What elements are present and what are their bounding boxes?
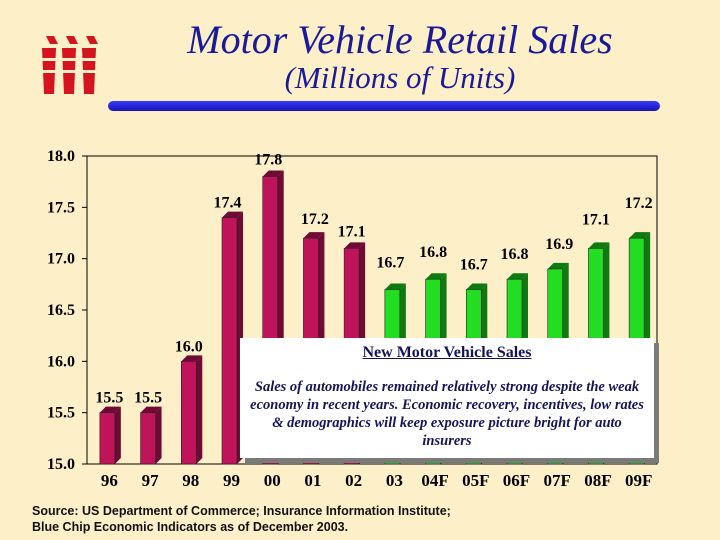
bar-top [140, 406, 162, 413]
x-tick-label: 09F [625, 471, 652, 490]
bar-top [344, 242, 366, 249]
source-line-2: Blue Chip Economic Indicators as of Dece… [32, 520, 349, 534]
callout-body: Sales of automobiles remained relatively… [250, 379, 644, 449]
x-tick-label: 98 [182, 471, 199, 490]
bar-top [588, 242, 610, 249]
y-tick-label: 18.0 [47, 148, 75, 165]
data-label: 15.5 [134, 390, 162, 407]
bar [140, 412, 156, 465]
data-label: 16.9 [545, 236, 573, 253]
source-note: Source: US Department of Commerce; Insur… [32, 503, 451, 535]
bar-side [114, 406, 121, 464]
x-tick-label: 05F [462, 471, 489, 490]
data-label: 17.1 [338, 223, 366, 240]
y-tick-label: 16.5 [47, 302, 75, 319]
bar-top [466, 283, 488, 290]
data-label: 17.2 [625, 195, 653, 212]
x-tick-label: 02 [345, 471, 362, 490]
bar [221, 217, 238, 465]
x-tick-label: 01 [304, 471, 321, 490]
callout-box: New Motor Vehicle Sales Sales of automob… [240, 338, 654, 458]
x-tick-label: 96 [101, 471, 118, 490]
data-label: 16.8 [501, 246, 529, 263]
bar-top [181, 355, 203, 362]
bar [180, 361, 197, 465]
bar-top [547, 262, 569, 269]
iii-logo-icon [40, 36, 102, 94]
bar-top [384, 283, 406, 290]
title-rule [108, 101, 660, 111]
x-tick-label: 99 [223, 471, 240, 490]
data-label: 17.1 [582, 211, 610, 228]
x-tick-label: 97 [142, 471, 160, 490]
x-tick-label: 07F [544, 471, 571, 490]
y-tick-label: 17.5 [47, 199, 75, 216]
bar-top [222, 211, 243, 218]
x-tick-label: 04F [421, 471, 448, 490]
bar-top [629, 232, 651, 239]
chart-title: Motor Vehicle Retail Sales [187, 17, 613, 62]
data-label: 17.2 [301, 211, 329, 228]
bar-top [425, 273, 447, 280]
y-tick-label: 17.0 [47, 251, 75, 268]
bar-top [99, 406, 121, 413]
y-tick-label: 16.0 [47, 353, 75, 370]
callout-heading: New Motor Vehicle Sales [362, 344, 532, 361]
x-tick-label: 00 [264, 471, 281, 490]
chart-subtitle: (Millions of Units) [284, 60, 516, 95]
data-label: 17.4 [214, 195, 242, 212]
source-line-1: Source: US Department of Commerce; Insur… [32, 504, 451, 518]
data-label: 17.8 [254, 152, 282, 169]
data-label: 15.5 [95, 390, 123, 407]
y-tick-label: 15.0 [47, 456, 75, 473]
bar-top [262, 170, 284, 177]
data-label: 16.0 [175, 338, 203, 355]
data-label: 16.7 [376, 254, 404, 271]
data-label: 16.8 [419, 244, 447, 261]
bar [99, 412, 116, 465]
x-tick-label: 08F [584, 471, 611, 490]
x-tick-label: 06F [503, 471, 530, 490]
y-tick-label: 15.5 [47, 405, 75, 422]
bar-top [507, 273, 528, 280]
x-tick-label: 03 [386, 471, 403, 490]
bar-top [303, 232, 325, 239]
bar-side [196, 355, 203, 464]
data-label: 16.7 [460, 256, 488, 273]
bar-side [155, 406, 162, 464]
